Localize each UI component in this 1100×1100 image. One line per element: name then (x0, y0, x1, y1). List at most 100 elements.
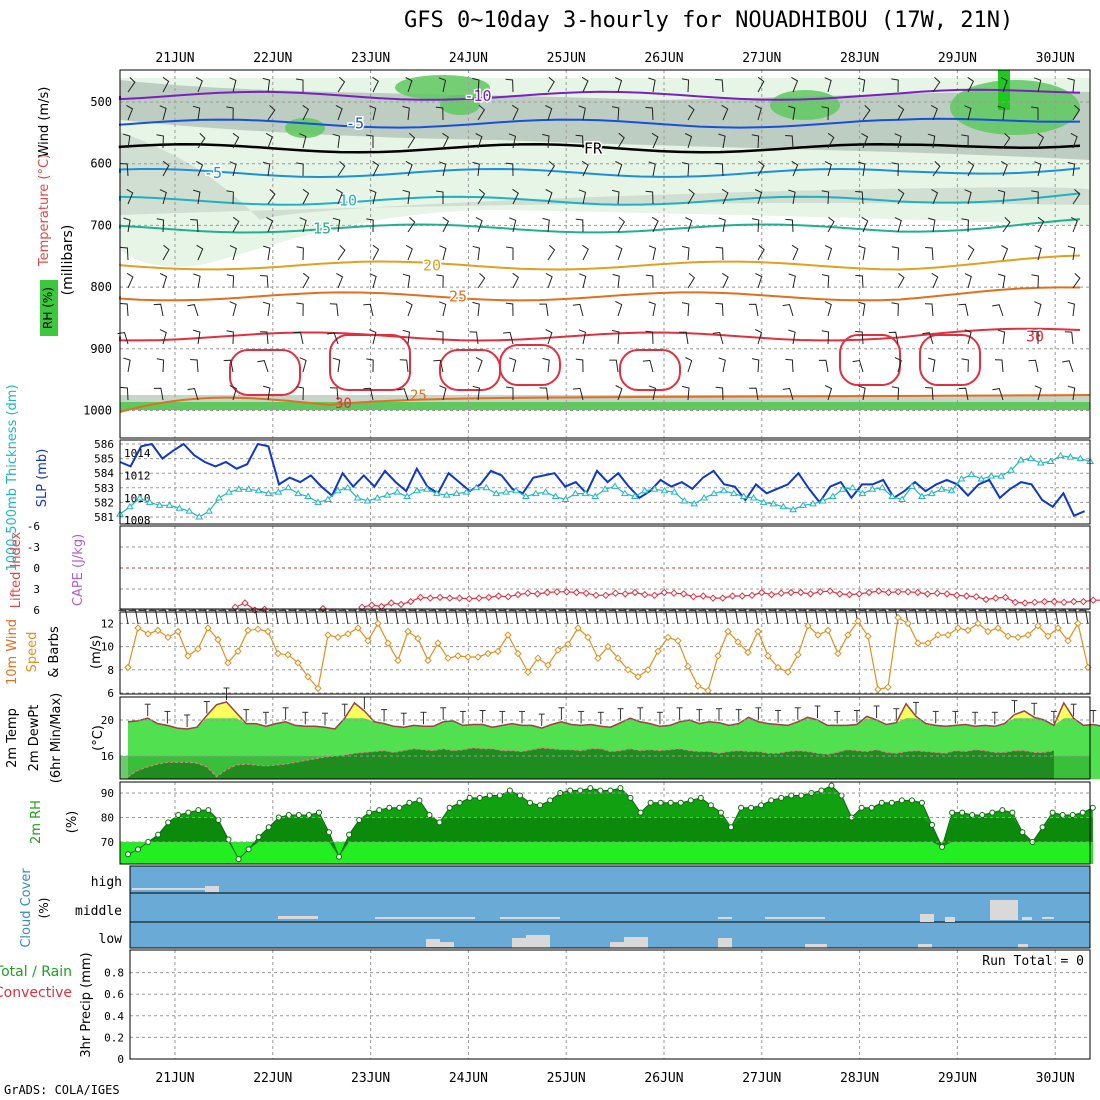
thickness-marker (373, 494, 382, 501)
thickness-marker (878, 483, 887, 491)
wind-barb (405, 244, 413, 261)
thickness-marker (779, 502, 788, 510)
rh2m-marker (818, 787, 825, 794)
wind-barb (126, 104, 134, 121)
wind10m-barb (1058, 609, 1069, 625)
thickness-marker (502, 488, 510, 495)
rh2m-marker (1089, 804, 1096, 811)
wind-barb (156, 358, 165, 373)
wind-barb (925, 387, 934, 401)
wind10m-barb (338, 609, 349, 625)
date-label-bottom: 29JUN (938, 1071, 977, 1086)
wind-barb (687, 188, 695, 205)
thickness-marker (442, 491, 451, 498)
wind-barb (293, 331, 304, 345)
cloud-block (205, 886, 219, 892)
wind-barb (545, 105, 553, 121)
wind10m-marker (834, 649, 842, 658)
thickness-marker (551, 492, 560, 500)
thickness-marker (432, 489, 441, 497)
wind10m-marker (494, 647, 502, 655)
wind10m-marker (964, 626, 972, 635)
thickness-marker (155, 501, 164, 508)
wind10m-barb (438, 609, 449, 625)
date-label-top: 27JUN (742, 51, 781, 66)
wind-barb (329, 303, 339, 317)
wind-barb (1002, 217, 1011, 233)
wind-barb (891, 78, 899, 93)
wind-barb (685, 217, 693, 233)
wind10m-barb (938, 609, 949, 625)
wind-barb (120, 163, 129, 177)
wind-barb (791, 76, 799, 93)
cloud-unit-label: (%) (37, 898, 51, 919)
wind10m-marker (244, 626, 252, 635)
wind-barb (651, 132, 659, 149)
wind-barb (405, 77, 413, 93)
wind-barb (615, 161, 623, 177)
rh2m-marker (637, 809, 644, 816)
li-marker (602, 591, 610, 600)
wind10m-marker (694, 682, 702, 690)
thickness-marker (611, 482, 619, 489)
wind10m-marker (1004, 632, 1012, 640)
wind10m-barb (818, 609, 829, 625)
wind10m-marker (464, 653, 472, 661)
wind-barb (891, 302, 899, 317)
cloud-block (1042, 917, 1054, 919)
wind-barb (372, 76, 379, 93)
wind-barb (127, 77, 136, 93)
wind-barb (505, 302, 514, 317)
li-marker (689, 592, 698, 601)
wind10m-barb (578, 609, 589, 625)
wind-barb (123, 357, 131, 373)
wind10m-barb (258, 609, 269, 625)
li-marker (621, 590, 629, 598)
li-marker (719, 594, 727, 602)
wind-barb (791, 160, 799, 177)
rh2m-marker (315, 809, 322, 816)
wind-barb (296, 78, 304, 92)
wind10m-marker (264, 627, 272, 636)
wind10m-marker (684, 662, 692, 671)
wind-barb (961, 358, 969, 373)
wind10m-marker (274, 649, 282, 658)
wind-barb (961, 218, 969, 233)
wind10m-barb (358, 609, 369, 625)
wind-barb (299, 217, 307, 233)
wind-barb (296, 162, 304, 177)
wind-barb (748, 303, 759, 317)
rh2m-marker (1079, 809, 1086, 816)
contour-label: 30 (335, 396, 352, 412)
thickness-marker (541, 488, 550, 495)
wind-barb (472, 161, 480, 177)
wind10m-marker (774, 663, 782, 672)
wind10m-marker (854, 617, 862, 625)
wind-barb (302, 272, 310, 289)
cloud-block (610, 942, 624, 948)
thickness-marker (809, 499, 817, 507)
wind10m-marker (574, 624, 582, 632)
rh2m-frame (119, 781, 1091, 865)
rh2m-marker (908, 797, 915, 804)
rh2m-marker (376, 807, 383, 814)
wind-barb (477, 104, 486, 121)
wind-barb (1034, 77, 1042, 93)
li-marker (582, 589, 590, 597)
rh2m-marker (1009, 809, 1016, 816)
wind10m-ytick: 6 (107, 687, 114, 700)
wind-barb (542, 217, 550, 233)
wind-barb (932, 77, 941, 93)
thickness-marker (145, 498, 154, 505)
thickness-marker (492, 489, 501, 497)
li-marker (416, 593, 425, 602)
thickness-marker (165, 501, 174, 508)
wind10m-barb (518, 609, 529, 625)
rh2m-marker (326, 829, 332, 836)
thickness-marker (284, 483, 293, 491)
thickness-marker (353, 494, 362, 501)
li-marker (904, 588, 912, 596)
wind-barb (511, 104, 519, 121)
wind-barb (229, 161, 237, 177)
wind10m-barb (798, 609, 809, 625)
